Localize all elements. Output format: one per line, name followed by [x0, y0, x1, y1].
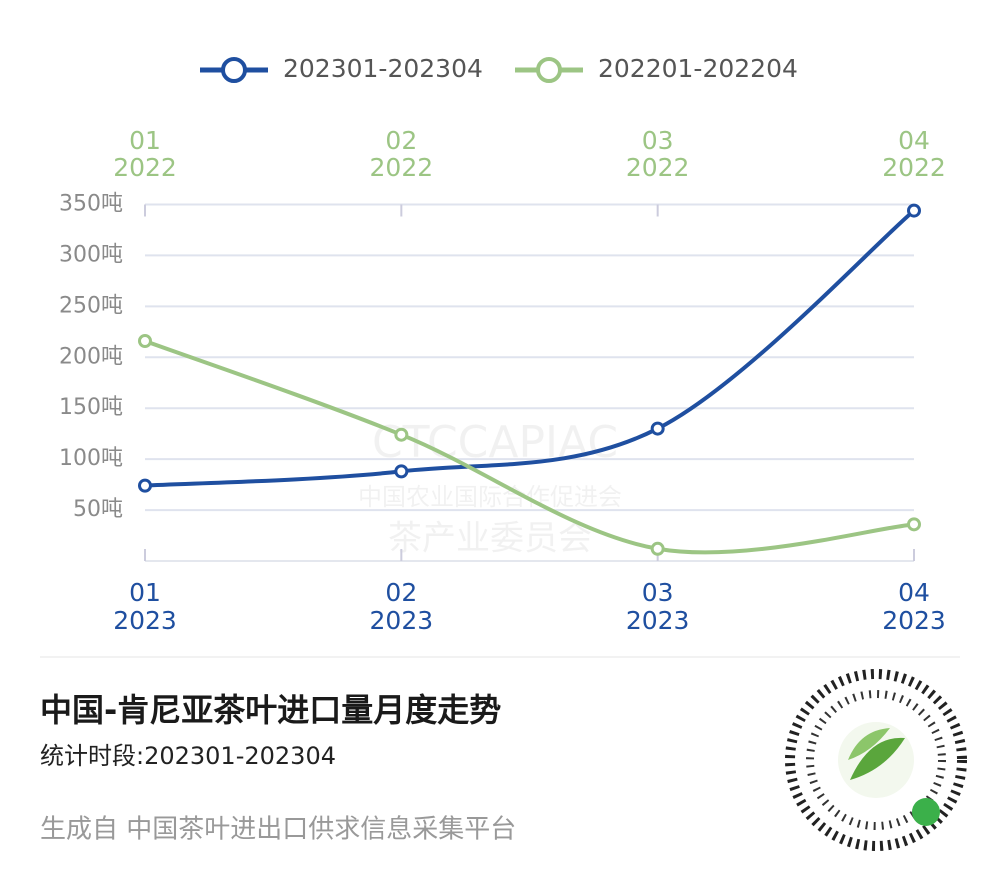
- data-point: [907, 203, 921, 218]
- chart-title: 中国-肯尼亚茶叶进口量月度走势: [40, 691, 501, 729]
- legend-marker: [536, 57, 562, 83]
- x-tick-label: 2023: [113, 606, 177, 635]
- series-line: [144, 339, 915, 555]
- x-tick-label: 03: [642, 578, 674, 607]
- watermark: 中国农业国际合作促进会: [358, 483, 622, 511]
- top-tick-label: 03: [642, 126, 674, 155]
- y-tick-label: 250吨: [59, 293, 123, 318]
- data-point: [907, 517, 921, 532]
- legend-label: 202301-202304: [283, 54, 483, 83]
- x-tick-label: 04: [898, 578, 930, 607]
- top-tick-label: 04: [898, 126, 930, 155]
- watermark: 茶产业委员会: [388, 519, 592, 559]
- top-tick-label: 02: [385, 126, 417, 155]
- x-tick-label: 2023: [626, 606, 690, 635]
- y-tick-label: 300吨: [59, 242, 123, 267]
- y-tick-label: 150吨: [59, 395, 123, 420]
- subtitle: 统计时段:202301-202304: [40, 742, 336, 770]
- x-tick-label: 01: [129, 578, 161, 607]
- top-tick-label: 2022: [113, 153, 177, 182]
- legend-marker: [221, 57, 247, 83]
- qr-code: [785, 669, 967, 851]
- top-tick-label: 2022: [882, 153, 946, 182]
- data-point: [650, 421, 665, 436]
- x-tick-label: 2023: [370, 606, 434, 635]
- watermark: CTCCAPIAC: [372, 417, 618, 468]
- legend-label: 202201-202204: [598, 54, 798, 83]
- top-tick-label: 01: [129, 126, 161, 155]
- y-tick-label: 350吨: [59, 192, 123, 217]
- top-tick-label: 2022: [370, 153, 434, 182]
- y-tick-label: 50吨: [73, 497, 123, 522]
- x-tick-label: 02: [385, 578, 417, 607]
- footer: 生成自 中国茶叶进出口供求信息采集平台: [40, 815, 516, 845]
- data-point: [394, 464, 409, 479]
- series-line: [144, 209, 916, 488]
- data-point: [394, 427, 409, 442]
- data-point: [650, 541, 665, 556]
- x-tick-label: 2023: [882, 606, 946, 635]
- data-point: [138, 333, 152, 348]
- data-point: [138, 478, 152, 493]
- top-tick-label: 2022: [626, 153, 690, 182]
- y-tick-label: 100吨: [59, 446, 123, 471]
- y-tick-label: 200吨: [59, 344, 123, 369]
